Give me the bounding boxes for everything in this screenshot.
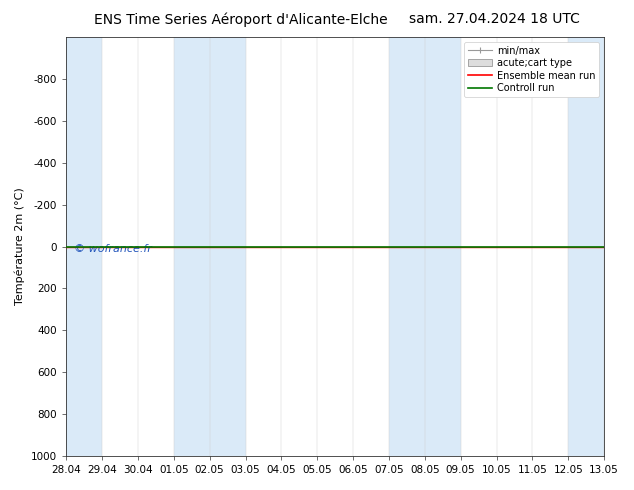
Text: ENS Time Series Aéroport d'Alicante-Elche: ENS Time Series Aéroport d'Alicante-Elch… [94, 12, 388, 27]
Bar [174, 37, 245, 456]
Y-axis label: Température 2m (°C): Température 2m (°C) [15, 188, 25, 305]
Text: © wofrance.fr: © wofrance.fr [74, 245, 152, 254]
Bar [389, 37, 461, 456]
Legend: min/max, acute;cart type, Ensemble mean run, Controll run: min/max, acute;cart type, Ensemble mean … [464, 42, 599, 97]
Bar [568, 37, 622, 456]
Bar [66, 37, 102, 456]
Text: sam. 27.04.2024 18 UTC: sam. 27.04.2024 18 UTC [409, 12, 580, 26]
